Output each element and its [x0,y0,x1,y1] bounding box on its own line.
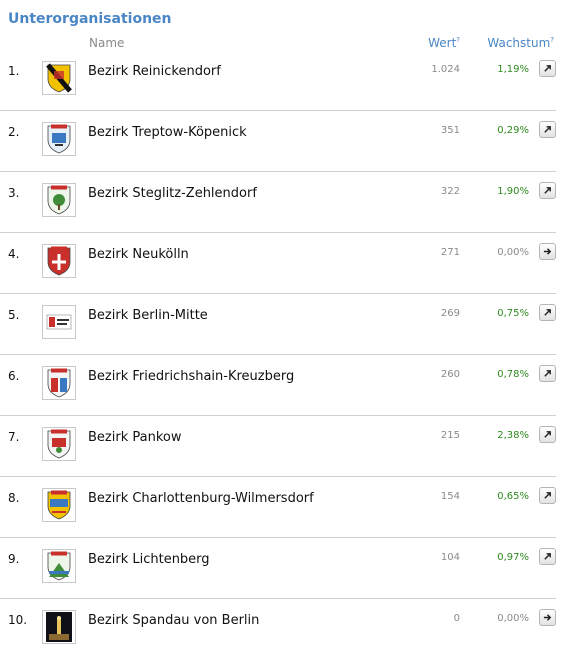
growth: 0,29% [497,125,529,136]
trend-up-arrow-icon[interactable] [539,121,556,138]
growth: 0,00% [497,247,529,258]
value: 104 [440,552,460,563]
district-crest-icon[interactable] [42,122,76,156]
organization-name-link[interactable]: Bezirk Spandau von Berlin [88,613,260,628]
district-crest-icon[interactable] [42,305,76,339]
district-crest-icon[interactable] [42,366,76,400]
organization-name-link[interactable]: Bezirk Steglitz-Zehlendorf [88,186,257,201]
list-item[interactable]: 1. Bezirk Reinickendorf 1.024 1,19% [0,50,556,111]
section-title: Unterorganisationen [8,11,172,27]
district-crest-icon[interactable] [42,610,76,644]
growth: 2,38% [497,430,529,441]
growth: 0,00% [497,613,529,624]
trend-up-arrow-icon[interactable] [539,182,556,199]
district-crest-icon[interactable] [42,183,76,217]
value: 260 [440,369,460,380]
rank: 4. [8,247,20,261]
list-item[interactable]: 10. Bezirk Spandau von Berlin 0 0,00% [0,599,556,654]
growth: 1,90% [497,186,529,197]
value: 322 [440,186,460,197]
column-header-wachstum-label: Wachstum [487,36,551,50]
organization-name-link[interactable]: Bezirk Charlottenburg-Wilmersdorf [88,491,314,506]
trend-up-arrow-icon[interactable] [539,487,556,504]
list-item[interactable]: 2. Bezirk Treptow-Köpenick 351 0,29% [0,111,556,172]
trend-right-arrow-icon[interactable] [539,609,556,626]
rank: 9. [8,552,20,566]
district-crest-icon[interactable] [42,61,76,95]
rank: 10. [8,613,28,627]
list-item[interactable]: 4. Bezirk Neukölln 271 0,00% [0,233,556,294]
organization-name-link[interactable]: Bezirk Reinickendorf [88,64,221,79]
list-item[interactable]: 8. Bezirk Charlottenburg-Wilmersdorf 154… [0,477,556,538]
suborganization-list: 1. Bezirk Reinickendorf 1.024 1,19% 2. B… [0,50,562,654]
organization-name-link[interactable]: Bezirk Lichtenberg [88,552,210,567]
growth: 0,65% [497,491,529,502]
value: 269 [440,308,460,319]
organization-name-link[interactable]: Bezirk Treptow-Köpenick [88,125,247,140]
growth: 0,75% [497,308,529,319]
column-header-wert-label: Wert [428,36,457,50]
trend-up-arrow-icon[interactable] [539,60,556,77]
growth: 0,78% [497,369,529,380]
district-crest-icon[interactable] [42,549,76,583]
organization-name-link[interactable]: Bezirk Berlin-Mitte [88,308,208,323]
value: 154 [440,491,460,502]
list-item[interactable]: 3. Bezirk Steglitz-Zehlendorf 322 1,90% [0,172,556,233]
list-item[interactable]: 9. Bezirk Lichtenberg 104 0,97% [0,538,556,599]
rank: 3. [8,186,20,200]
list-item[interactable]: 6. Bezirk Friedrichshain-Kreuzberg 260 0… [0,355,556,416]
help-marker[interactable]: ? [550,36,554,44]
value: 0 [453,613,460,624]
rank: 2. [8,125,20,139]
rank: 7. [8,430,20,444]
trend-up-arrow-icon[interactable] [539,304,556,321]
rank: 1. [8,64,20,78]
column-header-name[interactable]: Name [89,36,125,50]
help-marker[interactable]: ? [456,36,460,44]
value: 215 [440,430,460,441]
organization-name-link[interactable]: Bezirk Friedrichshain-Kreuzberg [88,369,295,384]
trend-right-arrow-icon[interactable] [539,243,556,260]
column-header-wachstum[interactable]: Wachstum? [487,36,554,50]
trend-up-arrow-icon[interactable] [539,426,556,443]
district-crest-icon[interactable] [42,488,76,522]
list-item[interactable]: 7. Bezirk Pankow 215 2,38% [0,416,556,477]
organization-name-link[interactable]: Bezirk Pankow [88,430,182,445]
district-crest-icon[interactable] [42,244,76,278]
rank: 6. [8,369,20,383]
trend-up-arrow-icon[interactable] [539,365,556,382]
column-header-wert[interactable]: Wert? [428,36,460,50]
rank: 8. [8,491,20,505]
value: 271 [440,247,460,258]
trend-up-arrow-icon[interactable] [539,548,556,565]
rank: 5. [8,308,20,322]
list-item[interactable]: 5. Bezirk Berlin-Mitte 269 0,75% [0,294,556,355]
value: 1.024 [431,64,460,75]
value: 351 [440,125,460,136]
district-crest-icon[interactable] [42,427,76,461]
growth: 0,97% [497,552,529,563]
organization-name-link[interactable]: Bezirk Neukölln [88,247,189,262]
growth: 1,19% [497,64,529,75]
